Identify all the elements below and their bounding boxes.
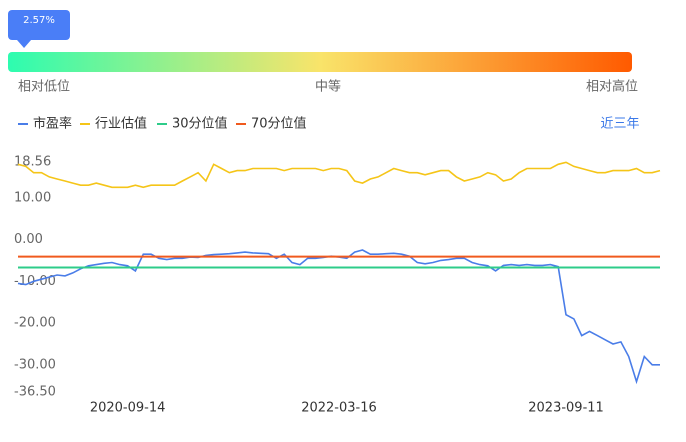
- y-tick-label: -36.50: [14, 385, 56, 400]
- tooltip-label: 2.57%: [23, 15, 55, 26]
- range-link[interactable]: 近三年: [600, 117, 639, 132]
- y-tick-label: 18.56: [14, 155, 51, 170]
- y-tick-label: 0.00: [14, 232, 43, 247]
- y-tick-label: -20.00: [14, 316, 56, 331]
- legend-label[interactable]: 行业估值: [95, 116, 147, 132]
- tooltip-box: [8, 10, 70, 40]
- x-tick-label: 2022-03-16: [301, 401, 377, 416]
- x-tick-label: 2023-09-11: [528, 401, 604, 416]
- mid-label: 中等: [315, 79, 341, 95]
- high-label: 相对高位: [586, 79, 638, 95]
- x-tick-label: 2020-09-14: [90, 401, 166, 416]
- tooltip-pointer: [17, 40, 32, 48]
- series-line: [17, 161, 661, 189]
- percentile-bar: [8, 52, 632, 72]
- legend-label[interactable]: 市盈率: [33, 116, 72, 132]
- low-label: 相对低位: [18, 80, 70, 95]
- legend-label[interactable]: 30分位值: [172, 116, 228, 132]
- legend-label[interactable]: 70分位值: [251, 116, 307, 132]
- y-tick-label: 10.00: [14, 190, 51, 205]
- y-tick-label: -30.00: [14, 357, 56, 372]
- series-line: [17, 249, 660, 385]
